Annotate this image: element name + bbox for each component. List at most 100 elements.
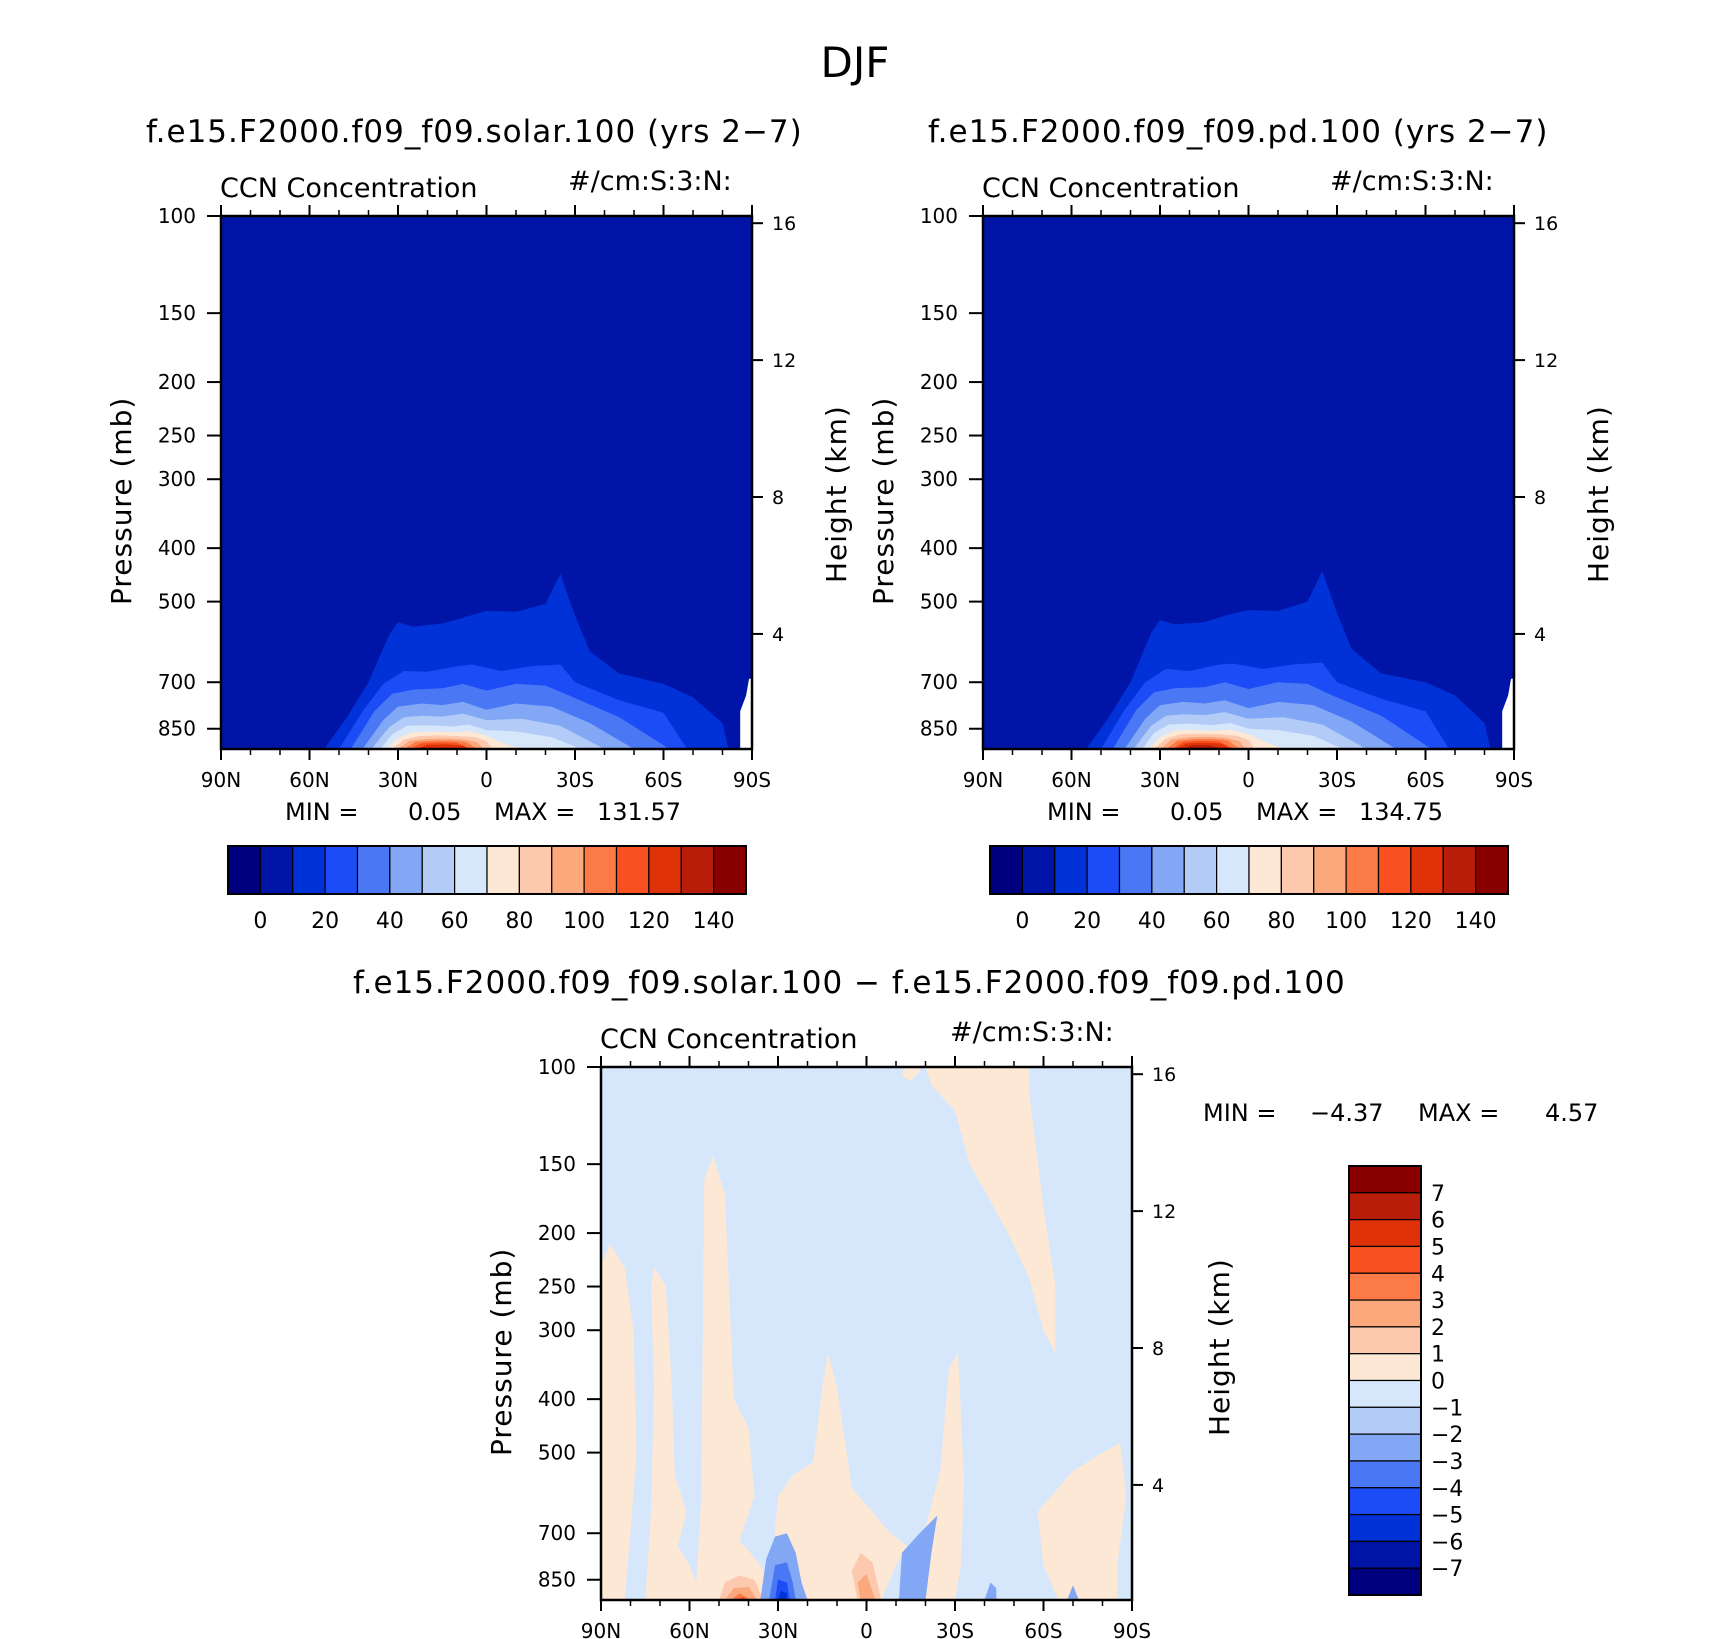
panel-3-colorbar-box (1348, 1326, 1422, 1355)
panel-3-min-label: MIN = (1203, 1099, 1277, 1127)
panel-2-y2-tick-label: 12 (1534, 350, 1558, 372)
panel-2-colorbar-box (1183, 845, 1218, 895)
panel-1-colorbar-label: 80 (505, 909, 533, 934)
panel-3-contour-region (857, 1574, 876, 1600)
panel-2-colorbar-box (1475, 845, 1509, 895)
panel-1-colorbar-box (583, 845, 618, 895)
panel-2-colorbar-box (1054, 845, 1088, 895)
panel-2-max-label: MAX = (1256, 798, 1338, 826)
panel-2-x-tick-label: 60S (1406, 768, 1444, 792)
panel-2-x-tick-label: 60N (1051, 768, 1091, 792)
panel-1-colorbar-label: 40 (376, 909, 404, 934)
panel-2-x-tick-label: 0 (1242, 768, 1255, 792)
panel-1-title: f.e15.F2000.f09_f09.solar.100 (yrs 2−7) (146, 114, 803, 150)
panel-1-colorbar-box (324, 845, 359, 895)
panel-3-contour-region (899, 1515, 938, 1600)
panel-3-contour-region (730, 1593, 752, 1600)
panel-2-max-value: 134.75 (1359, 798, 1443, 826)
panel-3-colorbar-box (1348, 1165, 1422, 1194)
panel-3-colorbar-box (1348, 1299, 1422, 1328)
panel-1-max-value: 131.57 (597, 798, 681, 826)
panel-2-colorbar-box (989, 845, 1023, 895)
panel-3-colorbar-label: 1 (1431, 1343, 1445, 1368)
panel-3-contour-region (769, 1353, 908, 1600)
panel-3-y-tick-label: 300 (538, 1318, 576, 1342)
panel-1-y2-tick-label: 4 (772, 624, 784, 646)
panel-2-y-tick-label: 250 (920, 424, 958, 448)
panel-3-contour-region (724, 1587, 758, 1600)
panel-3-contour-region (778, 1590, 787, 1600)
panel-2-missing-data (1502, 678, 1514, 749)
panel-3-contour-region (601, 1244, 637, 1600)
panel-2-y-tick-label: 400 (920, 536, 958, 560)
panel-3-colorbar-label: 7 (1431, 1182, 1445, 1207)
panel-1-y2-tick-label: 8 (772, 487, 784, 509)
panel-3-x-tick-label: 60S (1024, 1619, 1062, 1639)
panel-1-colorbar-box (680, 845, 715, 895)
panel-1-x-tick-label: 60N (289, 768, 329, 792)
panel-2-x-tick-label: 90N (963, 768, 1003, 792)
panel-3-colorbar-label: −5 (1431, 1504, 1463, 1529)
panel-2-colorbar-box (1086, 845, 1121, 895)
panel-3-colorbar-box (1348, 1460, 1422, 1489)
panel-2-colorbar-box (1151, 845, 1185, 895)
panel-1-y2-tick-label: 16 (772, 213, 796, 235)
panel-1-colorbar-box (648, 845, 682, 895)
panel-3-x-tick-label: 0 (860, 1619, 873, 1639)
panel-1-colorbar-box (551, 845, 585, 895)
panel-1-colorbar-label: 0 (253, 909, 267, 934)
panel-1-x-tick-label: 60S (644, 768, 682, 792)
panel-3-colorbar-label: 2 (1431, 1316, 1445, 1341)
panel-2-colorbar-box (1313, 845, 1347, 895)
panel-2-colorbar-box (1216, 845, 1250, 895)
panel-2-colorbar-label: 120 (1390, 909, 1432, 934)
panel-2-min-value: 0.05 (1170, 798, 1224, 826)
panel-1-colorbar-box (259, 845, 294, 895)
panel-1-x-tick-label: 30S (556, 768, 594, 792)
panel-1-colorbar-box (292, 845, 326, 895)
panel-1-colorbar-box (486, 845, 520, 895)
panel-1-y-tick-label: 850 (158, 717, 196, 741)
panel-3-x-tick-label: 30S (936, 1619, 974, 1639)
panel-3-contour-region (1037, 1442, 1127, 1600)
panel-3-max-label: MAX = (1418, 1099, 1500, 1127)
panel-3-colorbar-label: −7 (1431, 1557, 1463, 1582)
panel-1-colorbar-label: 100 (563, 909, 605, 934)
panel-2-colorbar-label: 40 (1138, 909, 1166, 934)
panel-2-colorbar-box (1410, 845, 1444, 895)
panel-2-y-tick-label: 200 (920, 370, 958, 394)
panel-3-y-tick-label: 500 (538, 1441, 576, 1465)
panel-3-colorbar-label: −3 (1431, 1450, 1463, 1475)
panel-3-colorbar-box (1348, 1379, 1422, 1408)
panel-1-colorbar-box (713, 845, 747, 895)
panel-3-colorbar-box (1348, 1406, 1422, 1435)
panel-1-y-tick-label: 500 (158, 590, 196, 614)
panel-2-y2-tick-label: 4 (1534, 624, 1546, 646)
panel-2-min-label: MIN = (1047, 798, 1121, 826)
panel-1-y-tick-label: 400 (158, 536, 196, 560)
panel-2-units-label: #/cm:S:3:N: (1330, 166, 1494, 197)
panel-2-colorbar-box (1377, 845, 1412, 895)
panel-2-colorbar-box (1118, 845, 1153, 895)
panel-2-colorbar-label: 60 (1203, 909, 1231, 934)
panel-3-colorbar-box (1348, 1219, 1422, 1248)
panel-3-colorbar-label: 5 (1431, 1235, 1445, 1260)
panel-1-y-tick-label: 250 (158, 424, 196, 448)
panel-3-colorbar-label: −6 (1431, 1530, 1463, 1555)
panel-2-colorbar-label: 0 (1015, 909, 1029, 934)
panel-3-x-tick-label: 90S (1113, 1619, 1151, 1639)
panel-3-contour-region (695, 1156, 778, 1600)
panel-1-colorbar-box (389, 845, 423, 895)
panel-2-y2-tick-label: 8 (1534, 487, 1546, 509)
panel-2-colorbar-label: 80 (1267, 909, 1295, 934)
panel-2-colorbar-box (1442, 845, 1477, 895)
panel-3-colorbar-label: 4 (1431, 1262, 1445, 1287)
panel-2-x-tick-label: 30S (1318, 768, 1356, 792)
panel-3-colorbar-label: −4 (1431, 1477, 1463, 1502)
panel-3-colorbar-box (1348, 1272, 1422, 1301)
panel-3-colorbar-frame (1348, 1165, 1422, 1596)
panel-1-y-tick-label: 200 (158, 370, 196, 394)
panel-3-y-tick-label: 250 (538, 1275, 576, 1299)
panel-1-colorbar-box (227, 845, 261, 895)
